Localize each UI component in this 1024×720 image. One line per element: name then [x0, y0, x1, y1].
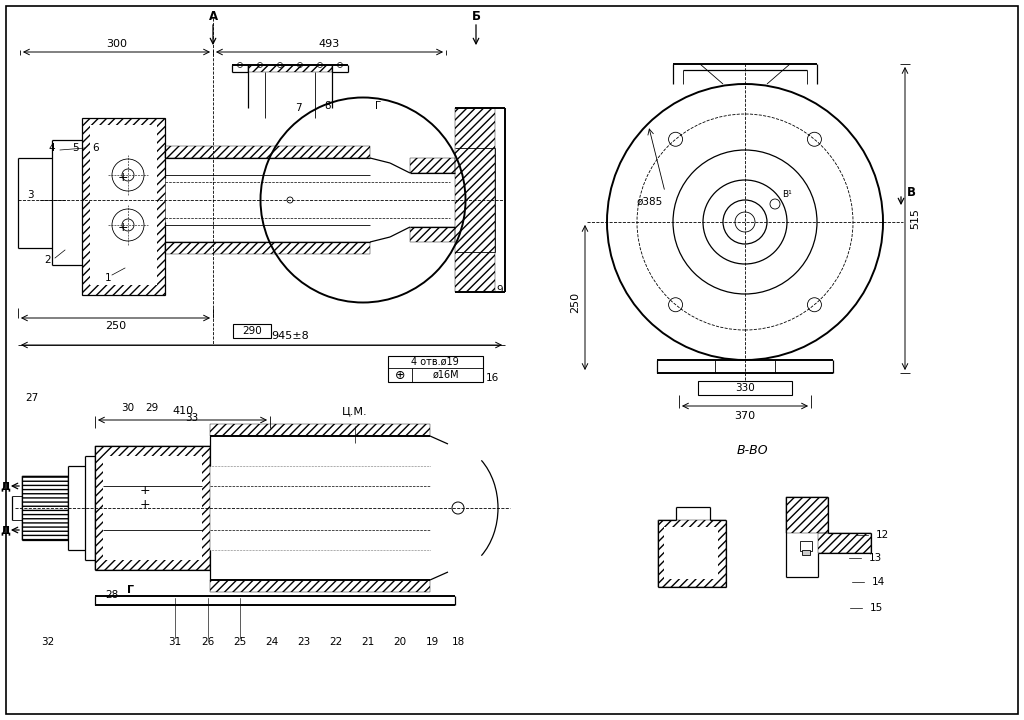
Text: 21: 21	[361, 637, 375, 647]
Text: 330: 330	[735, 383, 755, 393]
Text: 23: 23	[297, 637, 310, 647]
Text: 4: 4	[49, 143, 55, 153]
Bar	[22, 476, 68, 540]
Text: 3: 3	[27, 190, 34, 200]
Text: +: +	[139, 498, 151, 510]
Text: 22: 22	[330, 637, 343, 647]
Text: +: +	[118, 220, 128, 233]
Text: 9: 9	[497, 285, 504, 295]
Text: 18: 18	[452, 637, 465, 647]
Text: 250: 250	[570, 292, 580, 313]
Text: +: +	[118, 171, 128, 184]
Bar	[165, 146, 370, 158]
Bar	[792, 535, 812, 573]
Text: 32: 32	[41, 637, 54, 647]
Text: 25: 25	[233, 637, 247, 647]
Text: 33: 33	[185, 413, 199, 423]
Bar	[664, 527, 718, 579]
Text: 24: 24	[265, 637, 279, 647]
Text: ⊕: ⊕	[394, 369, 406, 382]
Text: 12: 12	[876, 530, 889, 540]
Text: 1: 1	[104, 273, 112, 283]
Text: А: А	[209, 9, 217, 22]
Text: 370: 370	[734, 411, 756, 421]
Text: 6: 6	[93, 143, 99, 153]
Text: 7: 7	[295, 103, 301, 113]
Text: Ц.М.: Ц.М.	[342, 406, 368, 416]
Text: 27: 27	[26, 393, 39, 403]
Text: В¹: В¹	[782, 189, 792, 199]
Text: Г: Г	[127, 585, 133, 595]
Text: 945±8: 945±8	[271, 331, 309, 341]
Text: 410: 410	[172, 406, 194, 416]
Text: Д: Д	[0, 481, 10, 491]
Bar	[818, 533, 871, 553]
Text: В: В	[907, 186, 916, 199]
Text: 300: 300	[106, 39, 127, 49]
Text: 28: 28	[105, 590, 119, 600]
Text: ø385: ø385	[637, 197, 664, 207]
Bar	[210, 580, 430, 592]
Text: 29: 29	[145, 403, 159, 413]
Bar	[103, 456, 202, 560]
Text: 14: 14	[871, 577, 885, 587]
Bar	[698, 381, 792, 395]
Text: 8: 8	[325, 101, 332, 111]
Bar	[233, 324, 271, 338]
Text: 16: 16	[485, 373, 499, 383]
Bar	[248, 65, 332, 72]
Text: 5: 5	[72, 143, 78, 153]
Text: Б: Б	[471, 9, 480, 22]
Text: 31: 31	[168, 637, 181, 647]
Text: 493: 493	[318, 39, 340, 49]
Text: 250: 250	[104, 321, 126, 331]
Bar	[455, 108, 495, 292]
Text: 20: 20	[393, 637, 407, 647]
Text: 13: 13	[868, 553, 882, 563]
Text: 19: 19	[425, 637, 438, 647]
Text: В-ВO: В-ВO	[736, 444, 768, 456]
Bar	[210, 424, 430, 436]
Bar	[165, 242, 370, 254]
Bar	[388, 356, 483, 382]
Text: Д: Д	[0, 525, 10, 535]
Bar	[82, 118, 165, 295]
Bar	[800, 541, 812, 551]
Text: 515: 515	[910, 208, 920, 229]
Bar	[786, 497, 828, 533]
Text: 15: 15	[869, 603, 883, 613]
Bar	[410, 158, 455, 173]
Text: Г: Г	[375, 101, 381, 111]
Bar	[410, 227, 455, 242]
Bar	[658, 520, 726, 587]
Text: 2: 2	[45, 255, 51, 265]
Text: ø16М: ø16М	[433, 370, 460, 380]
Text: +: +	[139, 484, 151, 497]
Text: 30: 30	[122, 403, 134, 413]
Text: 26: 26	[202, 637, 215, 647]
Bar	[95, 446, 210, 570]
Bar	[90, 125, 157, 285]
Text: 4 отв.ø19: 4 отв.ø19	[411, 357, 459, 367]
Bar	[802, 550, 810, 555]
Text: 290: 290	[242, 326, 262, 336]
